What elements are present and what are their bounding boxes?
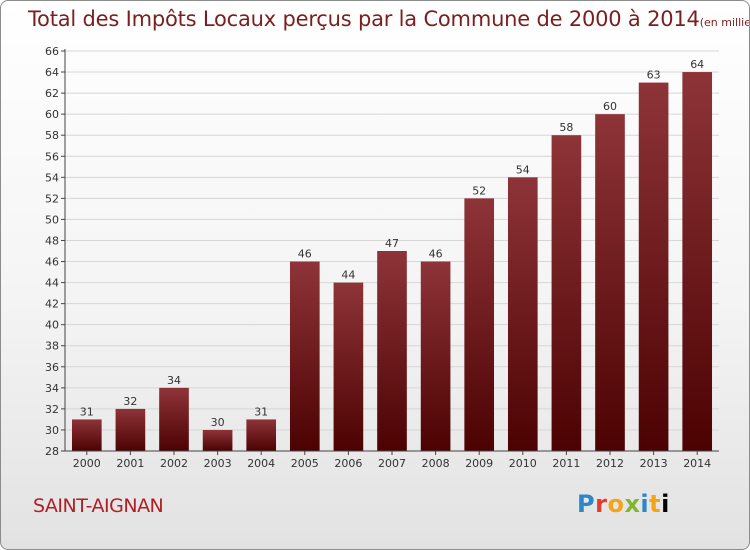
bars [71, 72, 713, 452]
logo-letter: i [640, 490, 650, 518]
logo-letter: i [661, 490, 670, 518]
bar [638, 82, 669, 451]
x-tick-label: 2009 [465, 457, 493, 470]
bar-value-label: 54 [516, 163, 530, 176]
commune-name: SAINT-AIGNAN [33, 495, 164, 517]
logo-letter: o [607, 490, 625, 518]
y-tick-label: 66 [45, 45, 59, 58]
chart-title-unit: (en milliers d'€) [699, 16, 750, 29]
y-tick-label: 36 [45, 361, 59, 374]
y-tick-label: 44 [45, 277, 59, 290]
y-tick-label: 52 [45, 192, 59, 205]
bar [551, 135, 582, 452]
y-tick-label: 28 [45, 445, 59, 458]
y-tick-label: 48 [45, 234, 59, 247]
y-tick-label: 60 [45, 108, 59, 121]
x-tick-label: 2004 [247, 457, 275, 470]
y-tick-label: 30 [45, 424, 59, 437]
bar [507, 177, 538, 451]
bar [420, 261, 451, 451]
y-tick-label: 32 [45, 403, 59, 416]
proxiti-logo: Proxiti [577, 490, 670, 518]
bar-value-label: 63 [647, 69, 661, 82]
x-tick-label: 2006 [334, 457, 362, 470]
x-tick-label: 2003 [204, 457, 232, 470]
bar [159, 387, 189, 451]
x-tick-label: 2008 [422, 457, 450, 470]
bar-value-label: 31 [80, 405, 94, 418]
bar-value-label: 32 [123, 395, 137, 408]
logo-letter: r [595, 490, 608, 518]
chart-title-text: Total des Impôts Locaux perçus par la Co… [28, 7, 700, 31]
x-tick-label: 2011 [552, 457, 580, 470]
x-tick-label: 2000 [73, 457, 101, 470]
bar-value-label: 60 [603, 100, 617, 113]
bar-value-label: 52 [472, 184, 486, 197]
bar [246, 419, 277, 451]
bar [202, 429, 233, 451]
y-tick-label: 50 [45, 213, 59, 226]
y-tick-label: 62 [45, 87, 59, 100]
x-tick-label: 2001 [116, 457, 144, 470]
y-tick-label: 40 [45, 319, 59, 332]
bar-value-label: 34 [167, 374, 181, 387]
y-tick-label: 56 [45, 150, 59, 163]
bar [595, 114, 625, 451]
bar [71, 419, 102, 451]
y-tick-label: 64 [45, 66, 59, 79]
x-tick-label: 2010 [509, 457, 537, 470]
bar [333, 282, 364, 451]
chart-title: Total des Impôts Locaux perçus par la Co… [28, 7, 750, 31]
axes [64, 49, 719, 452]
x-axis-ticks: 2000 2001 2002 2003 2004 2005 2006 2007 2008 2009… [73, 451, 711, 470]
logo-letter: x [624, 490, 641, 518]
bar-value-label: 31 [254, 405, 268, 418]
bar [115, 408, 146, 451]
logo-letter: P [577, 490, 596, 518]
bar-value-label: 58 [559, 121, 573, 134]
value-labels: 31 32 34 30 31 46 44 47 46 52 54 58 60 63 64 [80, 58, 704, 429]
y-tick-label: 38 [45, 340, 59, 353]
bar-value-label: 30 [211, 416, 225, 429]
y-tick-label: 42 [45, 298, 59, 311]
bar [289, 261, 320, 451]
y-tick-label: 46 [45, 256, 59, 269]
bar-value-label: 44 [341, 269, 355, 282]
bar-value-label: 47 [385, 237, 399, 250]
bar [464, 198, 495, 451]
x-tick-label: 2002 [160, 457, 188, 470]
x-tick-label: 2014 [683, 457, 711, 470]
y-tick-label: 54 [45, 171, 59, 184]
bar-value-label: 46 [429, 248, 443, 261]
bar-value-label: 64 [690, 58, 704, 71]
y-axis-ticks: 28 30 32 34 36 38 40 42 44 46 48 50 52 54 56 58 60 62 64 66 [45, 45, 65, 458]
logo-letter: t [649, 490, 662, 518]
x-tick-label: 2013 [640, 457, 668, 470]
bar [682, 72, 713, 451]
y-tick-label: 58 [45, 129, 59, 142]
bar-value-label: 46 [298, 248, 312, 261]
y-tick-label: 34 [45, 382, 59, 395]
bar [377, 251, 407, 451]
x-tick-label: 2012 [596, 457, 624, 470]
x-tick-label: 2007 [378, 457, 406, 470]
x-tick-label: 2005 [291, 457, 319, 470]
